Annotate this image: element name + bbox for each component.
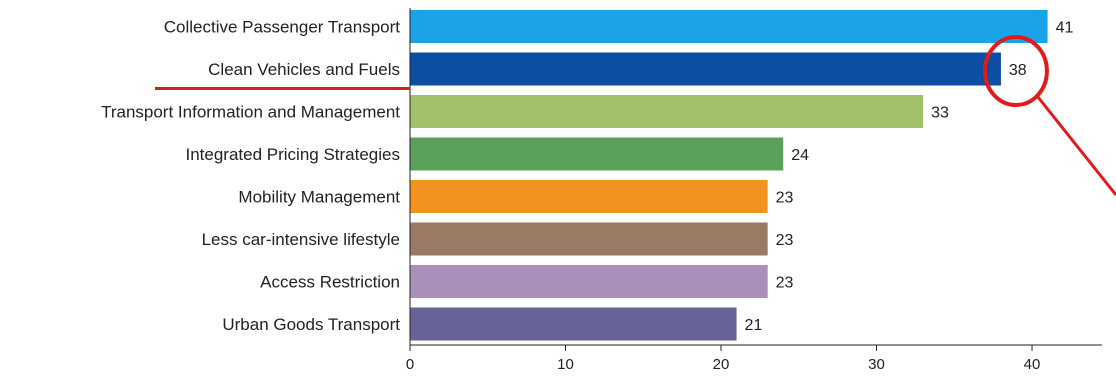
highlight-pointer-line: [1036, 96, 1116, 196]
category-label-integrated-pricing-strategies: Integrated Pricing Strategies: [185, 145, 400, 164]
value-label-collective-passenger-transport: 41: [1056, 20, 1074, 37]
category-label-urban-goods-transport: Urban Goods Transport: [222, 315, 400, 334]
category-label-less-car-intensive-lifestyle: Less car-intensive lifestyle: [202, 230, 400, 249]
category-label-collective-passenger-transport: Collective Passenger Transport: [164, 18, 401, 37]
highlight-circle: [982, 35, 1049, 107]
bar-urban-goods-transport: [410, 307, 737, 341]
x-tick-label-0: 0: [406, 356, 414, 373]
value-label-mobility-management: 23: [776, 190, 794, 207]
value-label-clean-vehicles-and-fuels: 38: [1009, 62, 1027, 79]
value-label-access-restriction: 23: [776, 275, 794, 292]
value-label-less-car-intensive-lifestyle: 23: [776, 232, 794, 249]
x-tick-label-40: 40: [1024, 356, 1041, 373]
value-label-urban-goods-transport: 21: [745, 317, 763, 334]
x-axis: [409, 8, 1102, 346]
value-labels-group: 41 38 33 24 23 23 23 21: [745, 20, 1074, 335]
value-label-transport-information-and-management: 33: [931, 105, 949, 122]
bar-access-restriction: [410, 265, 768, 298]
bar-collective-passenger-transport: [410, 10, 1048, 43]
bars-group: [410, 10, 1048, 341]
x-tick-label-10: 10: [557, 356, 574, 373]
category-label-transport-information-and-management: Transport Information and Management: [101, 103, 400, 122]
category-label-clean-vehicles-and-fuels: Clean Vehicles and Fuels: [208, 60, 400, 79]
bar-less-car-intensive-lifestyle: [410, 222, 768, 256]
bar-integrated-pricing-strategies: [410, 137, 784, 171]
x-tick-label-30: 30: [868, 356, 885, 373]
x-ticks-group: 0 10 20 30 40: [406, 345, 1041, 373]
value-label-integrated-pricing-strategies: 24: [791, 147, 809, 164]
bar-transport-information-and-management: [410, 95, 924, 128]
bar-clean-vehicles-and-fuels: [410, 52, 1001, 86]
category-label-mobility-management: Mobility Management: [238, 188, 400, 207]
x-tick-label-20: 20: [713, 356, 730, 373]
bar-mobility-management: [410, 180, 768, 213]
annotations-group: [155, 35, 1116, 196]
category-label-access-restriction: Access Restriction: [260, 273, 400, 292]
category-labels-group: Collective Passenger Transport Clean Vehi…: [101, 18, 400, 335]
